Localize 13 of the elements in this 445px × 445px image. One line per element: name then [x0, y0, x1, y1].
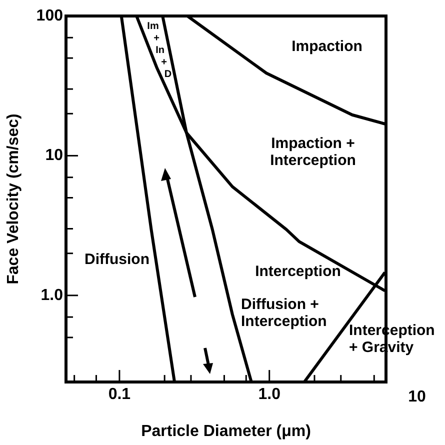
annotation: Impaction + Interception [270, 135, 356, 170]
annotation: Diffusion + Interception [241, 296, 327, 330]
x-tick-label: 0.1 [108, 386, 131, 404]
y-tick-label: 10 [45, 147, 64, 164]
annotation: Impaction [292, 38, 362, 56]
annotation: Interception [255, 263, 341, 280]
y-tick-label: 1.0 [40, 286, 64, 304]
annotation: Diffusion [84, 251, 150, 268]
annotation: Im + In + D [147, 20, 172, 80]
y-tick-label: 100 [36, 7, 64, 24]
x-axis-title: Particle Diameter (μm) [141, 422, 311, 440]
text: 10 [408, 388, 426, 406]
y-axis-title: Face Velocity (cm/sec) [5, 114, 22, 284]
